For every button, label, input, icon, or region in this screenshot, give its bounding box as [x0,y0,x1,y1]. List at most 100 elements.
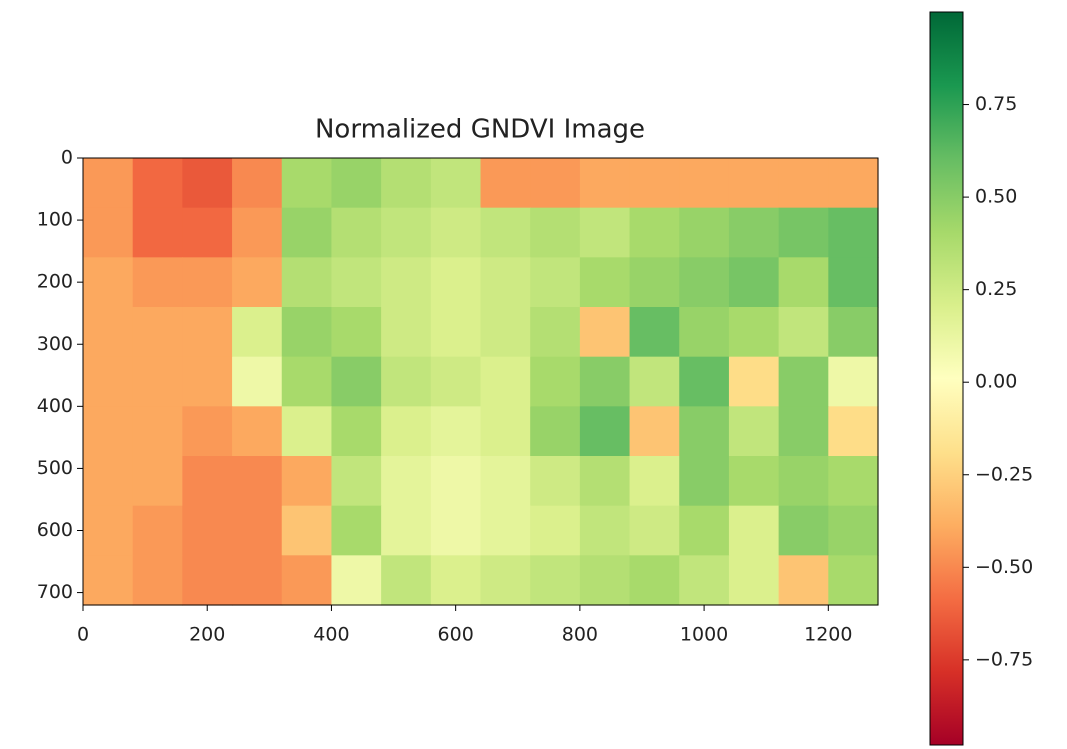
heatmap-cell [132,356,183,407]
heatmap-cell [480,158,531,209]
heatmap-cell [331,356,382,407]
y-tick-label: 400 [37,395,73,417]
heatmap-cell [728,356,780,407]
heatmap-cell [331,406,382,457]
heatmap-cell [430,356,482,407]
heatmap-cell [778,257,829,308]
heatmap-cell [331,207,382,258]
heatmap-cell [381,406,432,457]
heatmap-cell [530,406,581,457]
heatmap-cell [828,307,879,358]
heatmap-cell [728,207,780,258]
x-tick-label: 600 [438,624,474,646]
heatmap-cell [679,257,730,308]
heatmap-cell [778,406,829,457]
heatmap-cell [728,555,780,606]
heatmap-cell [381,307,432,358]
colorbar-tick-label: −0.75 [975,648,1033,670]
heatmap-cell [182,307,233,358]
heatmap-cell [728,505,780,556]
heatmap-cell [331,555,382,606]
heatmap-cell [828,158,879,209]
heatmap-cell [828,505,879,556]
heatmap-cell [530,257,581,308]
heatmap-cell [83,456,134,507]
heatmap-cell [579,158,631,209]
heatmap-cell [728,456,780,507]
heatmap-cell [281,307,333,358]
heatmap-cell [232,555,283,606]
heatmap-cell [132,257,183,308]
x-tick-label: 1000 [680,624,728,646]
heatmap-cell [629,307,680,358]
heatmap-cell [679,307,730,358]
heatmap-cell [778,158,829,209]
x-tick-label: 800 [562,624,598,646]
heatmap-cell [182,505,233,556]
heatmap-cell [679,207,730,258]
heatmap-cell [778,505,829,556]
y-tick-label: 500 [37,457,73,479]
heatmap-cell [381,257,432,308]
heatmap-cell [182,456,233,507]
heatmap-cell [679,505,730,556]
heatmap-cell [83,257,134,308]
heatmap-cell [579,505,631,556]
heatmap-cell [828,456,879,507]
heatmap-cell [828,406,879,457]
heatmap-cell [629,505,680,556]
colorbar [929,11,964,746]
y-tick-label: 200 [37,271,73,293]
heatmap-cell [281,505,333,556]
colorbar-tick-label: 0.50 [975,186,1017,208]
heatmap-cell [530,456,581,507]
heatmap-cell [679,456,730,507]
chart-title: Normalized GNDVI Image [315,115,645,145]
heatmap-cell [480,207,531,258]
heatmap-cell [281,207,333,258]
x-tick-label: 400 [313,624,349,646]
heatmap-cell [778,456,829,507]
heatmap-cell [381,555,432,606]
heatmap-cell [232,356,283,407]
heatmap-cell [182,257,233,308]
heatmap-cell [679,555,730,606]
heatmap-cell [778,555,829,606]
heatmap-cell [232,406,283,457]
y-tick-label: 700 [37,581,73,603]
heatmap-cell [530,207,581,258]
heatmap-cell [232,456,283,507]
heatmap-cell [629,406,680,457]
heatmap-cell [728,158,780,209]
heatmap-cell [182,406,233,457]
x-tick-label: 1200 [804,624,852,646]
y-tick-label: 0 [61,147,73,169]
heatmap-cell [281,555,333,606]
heatmap-cell [629,456,680,507]
heatmap-cell [778,356,829,407]
colorbar-tick-label: −0.25 [975,463,1033,485]
heatmap-cell [679,406,730,457]
heatmap-cell [430,158,482,209]
heatmap-cell [728,307,780,358]
heatmap-cell [579,406,631,457]
heatmap-cell [579,456,631,507]
heatmap-cell [579,555,631,606]
heatmap-cell [331,307,382,358]
heatmap-cell [331,158,382,209]
heatmap-cell [579,356,631,407]
heatmap-cell [778,207,829,258]
heatmap-cell [828,356,879,407]
heatmap-cell [232,207,283,258]
heatmap-cell [232,505,283,556]
heatmap-cell [430,505,482,556]
heatmap-cell [132,456,183,507]
heatmap-cell [132,307,183,358]
heatmap-cell [281,406,333,457]
heatmap-cell [480,505,531,556]
heatmap-cell [132,505,183,556]
heatmap-cell [232,307,283,358]
heatmap-cell [530,307,581,358]
heatmap-cell [579,207,631,258]
